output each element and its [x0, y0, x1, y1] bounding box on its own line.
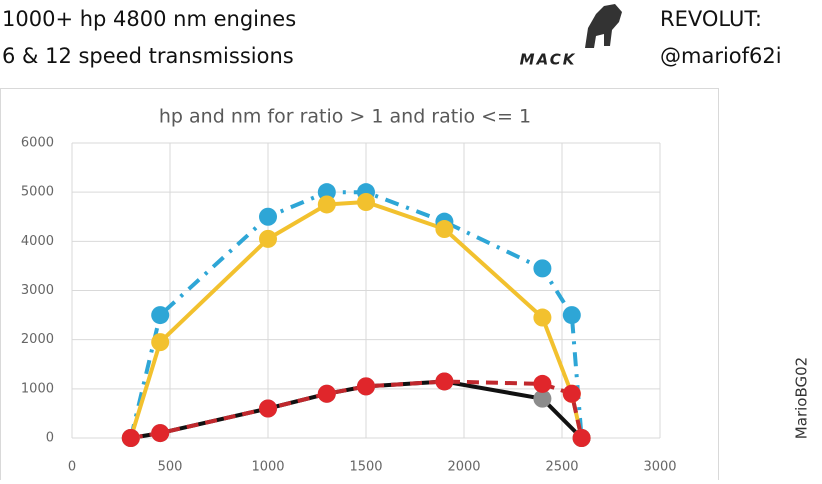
y-tick-label: 6000 — [21, 136, 54, 151]
header-line: 6 & 12 speed transmissions — [2, 44, 294, 68]
marker — [317, 384, 336, 403]
marker — [121, 429, 140, 447]
marker — [259, 399, 277, 418]
marker — [562, 306, 581, 325]
header-line: 1000+ hp 4800 nm engines — [2, 7, 296, 31]
x-tick-label: 1000 — [251, 460, 284, 475]
marker — [435, 220, 454, 239]
logo-dog — [585, 4, 622, 48]
header-line: REVOLUT: — [660, 7, 762, 31]
marker — [533, 259, 552, 278]
marker — [533, 389, 552, 408]
y-tick-label: 2000 — [21, 332, 54, 347]
marker — [562, 384, 581, 403]
marker — [259, 207, 277, 226]
y-tick-label: 4000 — [21, 234, 54, 249]
y-tick-label: 3000 — [21, 283, 54, 298]
marker — [151, 333, 170, 352]
x-tick-label: 2500 — [545, 460, 578, 475]
marker — [533, 308, 552, 327]
marker — [151, 424, 170, 443]
chart-title: hp and nm for ratio > 1 and ratio <= 1 — [159, 106, 531, 128]
marker — [317, 195, 336, 214]
chart-frame — [0, 88, 719, 484]
x-tick-label: 2000 — [447, 460, 480, 475]
marker — [572, 429, 591, 447]
watermark: MarioBG02 — [793, 357, 811, 439]
marker — [533, 374, 552, 393]
x-tick-label: 3000 — [643, 460, 676, 475]
series-line — [130, 379, 584, 440]
marker — [357, 377, 375, 396]
x-tick-label: 500 — [158, 460, 183, 475]
y-tick-label: 0 — [46, 431, 54, 446]
marker — [259, 229, 277, 248]
logo-text: MACK — [520, 51, 577, 69]
header-line: @mariof62i — [660, 44, 782, 68]
y-tick-label: 1000 — [21, 381, 54, 396]
x-tick-label: 1500 — [349, 460, 382, 475]
marker — [435, 372, 454, 391]
marker — [151, 306, 170, 325]
marker — [357, 193, 375, 211]
x-tick-label: 0 — [68, 460, 76, 475]
y-tick-label: 5000 — [21, 185, 54, 200]
